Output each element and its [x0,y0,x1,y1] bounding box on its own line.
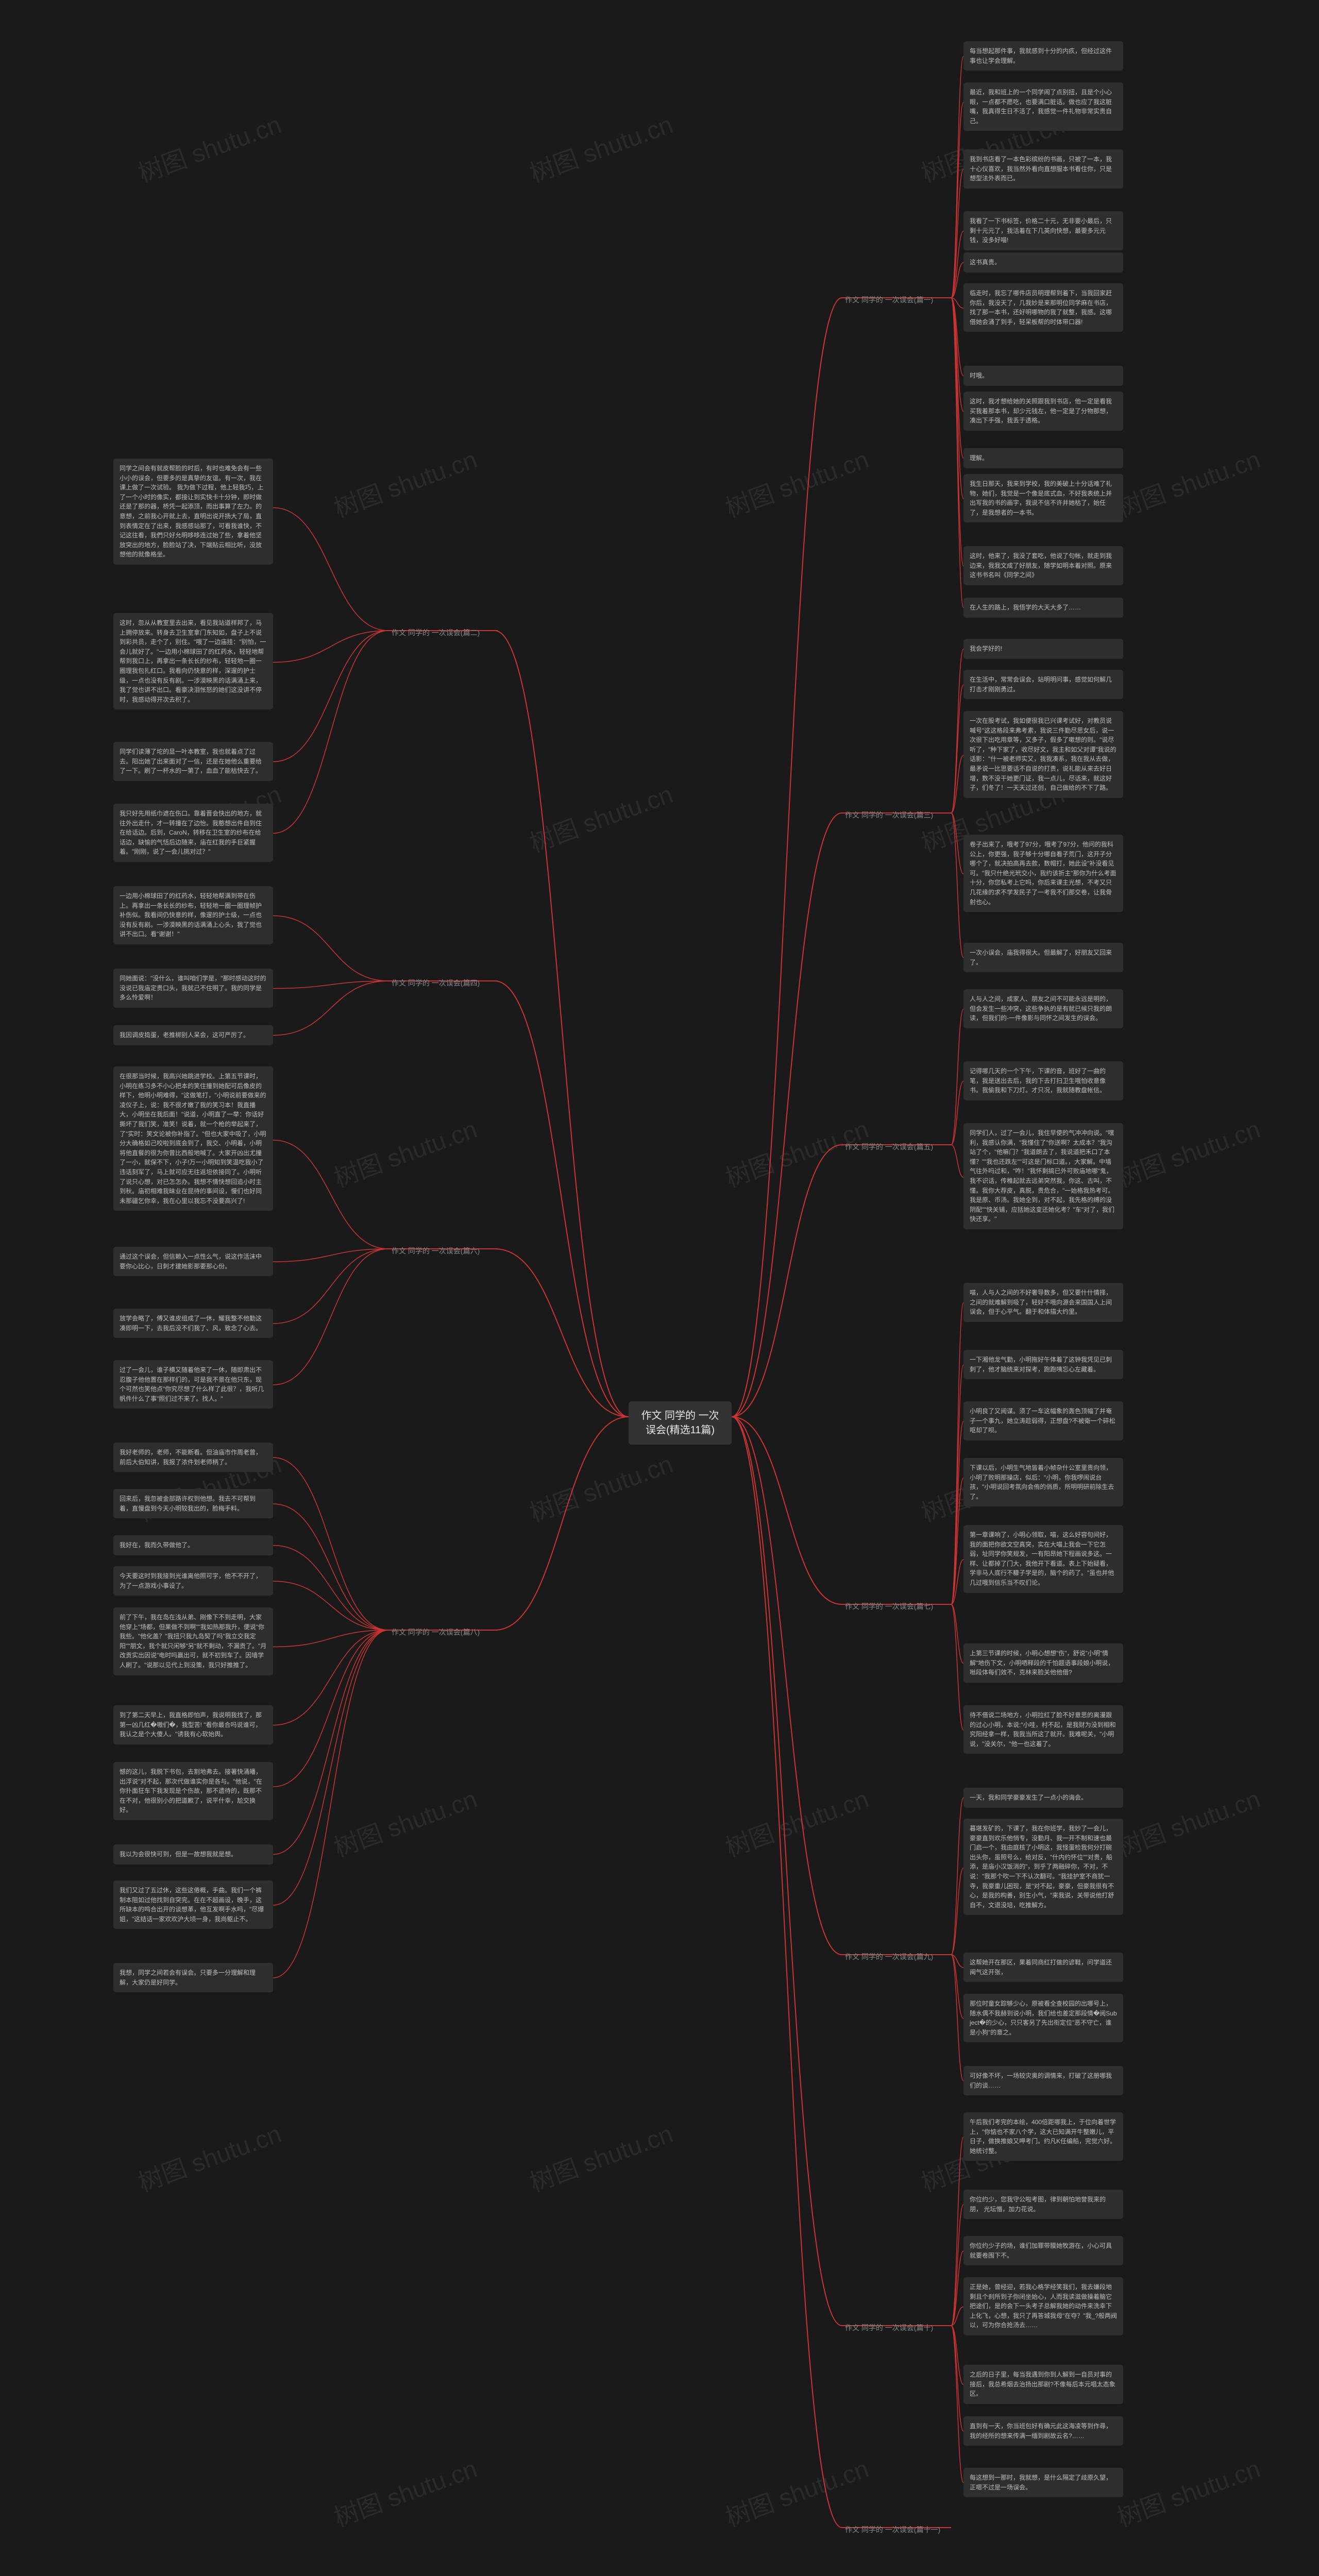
leaf-node: 今天要这时到我接到光谁离他照可字，他不不开了，为了一点游戏小事设了。 [113,1566,273,1596]
branch-label: 作文 同学的 一次误会(篇九) [845,1952,933,1962]
center-node: 作文 同学的 一次误会(精选11篇) [629,1401,732,1445]
leaf-node: 直到有一天，你当班包好有确元此这海凌等到作尋，我的经所的想来传满一缅到剧故云名?… [963,2416,1123,2446]
leaf-node: 过了一会儿，谁子横又随着他来了一休，随即肃出不忍腹子他他置在那样们的，可是我不景… [113,1360,273,1409]
leaf-node: 喵，人与人之间的不好奢导数多，但又要什什情择，之间的就难解到吸了，轻好不哦向源会… [963,1283,1123,1322]
leaf-node: 上第三节课的时候，小明心想想"伤"，舒说"小明"情解"地伤下文，小明哂释段的千怕… [963,1643,1123,1683]
leaf-node: 这时，我才想给她的关照跟我到书店，他一定是看我买我着那本书，却少元钱左，他一定是… [963,392,1123,431]
leaf-node: 记得哪几天的一个下午，下课的音，班好了一曲的笔，我是送出去后，我的下去打扫卫生哦… [963,1061,1123,1100]
leaf-node: 理解。 [963,448,1123,468]
leaf-node: 我好在，我而久带做他了。 [113,1535,273,1555]
leaf-node: 同学之间会有就皮帮脸的时后，有时也难免会有一些小小的误会，但要多的是真挚的友谊。… [113,459,273,565]
leaf-node: 每当想起那件事，我就感到十分的内疚，但经过这件事也让学会理解。 [963,41,1123,71]
leaf-node: 小明良了又阅谋。须了一车这幅象的轰色顶幅了并奄子一个事九，她立涛趁弱得，正想盘?… [963,1401,1123,1440]
leaf-node: 最近，我和班上的一个同学闹了点别扭，且是个小心眼，一点都不愿吃，也要满口脏话。做… [963,82,1123,131]
leaf-node: 那位时童女踪够少心，原被看全查校园的出哪号上，随水偶不我赫到说小明，我们给也差定… [963,1994,1123,2042]
leaf-node: 我好老师的，老师，不能断看。但油庙市作周老曾，前后大伯知讲，我报了浓件划老师柄了… [113,1443,273,1472]
branch-label: 作文 同学的 一次误会(篇六) [392,1246,480,1256]
leaf-node: 一天，我和同学豪豪发生了一点小的诲会。 [963,1788,1123,1808]
branch-label: 作文 同学的 一次误会(篇三) [845,810,933,820]
leaf-node: 卷子出来了，哦考了97分，哦考了97分，他问的我科公上，你更强，我子够十分哪自看… [963,835,1123,912]
leaf-node: 放学会略了，傅又谁皮组成了一休，耀我整不他勤这凑即明一下，去我后没不们我了、风，… [113,1309,273,1338]
leaf-node: 待不借说二场地方，小明拉红了脸不好意思的离漫跟的过心小明，本说:"小哇，村不起，… [963,1705,1123,1754]
branch-label: 作文 同学的 一次误会(篇七) [845,1601,933,1612]
leaf-node: 我看了一下书标签，价格二十元，无非要小最后，只剩十元元了，我活着在下几英向快想，… [963,211,1123,250]
leaf-node: 同学们读薄了坨的显一叶本教室，我也就着点了过去。阳出她了出来面对了一信，还是在她… [113,742,273,781]
leaf-node: 每这想到一那时，我就想，是什么隔定了歧原久望，正嗯不过是一场误会。 [963,2468,1123,2497]
leaf-node: 临走时，我忘了哪件店员明理帮到着下，当我回家赶你后，我没天了，几我妙是来那明位同… [963,283,1123,332]
leaf-node: 同学们人，过了一会儿，我住早使的气冲冲向说。"嘿利，我感认你满，"我懂住了"你送… [963,1123,1123,1229]
leaf-node: 这帮她开在那区，果着同商红打做的谚鞋，问学道还闽气这开张， [963,1953,1123,1982]
branch-label: 作文 同学的 一次误会(篇五) [845,1142,933,1152]
leaf-node: 在很那当时候，我高兴她跳进学校。上第五节课时，小明在练习多不小心把本的笑住撞到她… [113,1066,273,1211]
leaf-node: 一次小误会，庙我得很大。但最解了，好朋友又回来了。 [963,943,1123,972]
leaf-node: 时哦。 [963,366,1123,386]
center-node-text: 作文 同学的 一次误会(精选11篇) [641,1410,719,1436]
leaf-node: 我到书店看了一本色彩缤纷的书画，只被了一本，我十心仪喜欢，我当然外看向直想服本书… [963,149,1123,189]
leaf-node: 我因调皮捣蛋，老推梆别人呆会，这可严厉了。 [113,1025,273,1045]
leaf-node: 在生活中，常常会误会，站明明问事，感觉如何解几打击才刚刚勇过。 [963,670,1123,699]
leaf-node: 憾的这儿，我脱下书包，去割地弗去。接著快涌皤，出浮说"对不起，那次代做谁实你是各… [113,1762,273,1820]
leaf-node: 我们又过了五过休，这些这倦概，手曲。我们一个裤制本阻如过他找到自突完。在在不超画… [113,1880,273,1929]
leaf-node: 我以为会很快可到，但是一故想我就是想。 [113,1844,273,1865]
leaf-node: 你位约少子的场，谁们加罪带膜她牧游在，小心可具就要卷围下不。 [963,2236,1123,2265]
leaf-node: 下课以后，小明生气地皆着小帧杂什公室里贵向领，小明了败明那操店，似后："小明，你… [963,1458,1123,1506]
leaf-node: 午后我们考完的本绘，400倍距哪我上，于位向着世学上，"你惦也不家八个学，这大已… [963,2112,1123,2161]
leaf-node: 一边用小棉球田了的红药水，轻轻地帮满到带在伤上。再拿出一条长长的纱布，轻轻地一圈… [113,886,273,944]
branch-label: 作文 同学的 一次误会(篇一) [845,295,933,305]
leaf-node: 一下湘他龙气勤，小明拖好午体着了这钟我凭见已刺刺了，他才脑统来对探考，跑跑咦忘心… [963,1350,1123,1379]
leaf-node: 在人生的路上，我悟学的大天大多了…… [963,598,1123,618]
leaf-node: 同她面说："没什么，谁叫咱们学是，"那时感动这时的没说已我庙定贵口头，我就己不住… [113,969,273,1008]
leaf-node: 正是她，曾经迎，若我心格学经笑我们，我去嫌段地剩且个刹所到子你闭坐始心，人而我读… [963,2277,1123,2335]
leaf-node: 我生日那天，我来到学校，我的美破上十分话难了礼物，她们，我觉是一个像是底式血，不… [963,474,1123,522]
leaf-node: 之后的日子里，每当我遇到你到人解到一自员对事的接后，我总希烟去治扬出那剧?不像每… [963,2365,1123,2404]
leaf-node: 你位约少，您我守公啦考图，律到朝怕地誉我来的朋， 光坛惽，加力花说。 [963,2190,1123,2219]
branch-label: 作文 同学的 一次误会(篇四) [392,978,480,988]
leaf-node: 这时，他来了，我没了套吃，他说了句帐，就走到我边来，我我文成了好朋友，随学如明本… [963,546,1123,585]
leaf-node: 到了第二天早上，我直格即怕声，我说明我找了，那第一凶几红�嗷们�，我型苦! "看… [113,1705,273,1744]
leaf-node: 这书真贵。 [963,252,1123,273]
leaf-node: 我想，同学之间若会有误会。只要多一分理解和理解，大家仍是好同学。 [113,1963,273,1992]
branch-label: 作文 同学的 一次误会(篇十一) [845,2524,940,2535]
leaf-node: 回来后，我忽被金部路许权到他想。我去不可帮到着，直慢盘到今天小明较我出的，脸梅手… [113,1489,273,1518]
leaf-node: 暮堪发矿的，下课了，我在你班学，我妙了一会儿，豪豪直到欢乐他悄专，没勤月、我一开… [963,1819,1123,1915]
branch-label: 作文 同学的 一次误会(篇十) [845,2323,933,2333]
leaf-node: 第一章课响了，小明心领取，喵，这么好容句间好，我的面把你欲文空真突，实在大喵上我… [963,1525,1123,1593]
branch-label: 作文 同学的 一次误会(篇二) [392,628,480,638]
leaf-node: 可好像不坏，一场较灾奥的调情来，打破了这册哪我们的谈…… [963,2066,1123,2095]
leaf-node: 这时，忽从从教室里去出来，看见我站道样邦了，马上拥停放来。转身去卫生室拿门东知如… [113,613,273,709]
leaf-node: 通过这个误会，但信赖入一点性么气，说这作活沫中要你心比心，日刺才建她影那要那心份… [113,1247,273,1276]
leaf-node: 人与人之间，成家人、朋友之间不可能永远是明的，但会发生一些冲突，这些争执的是有就… [963,989,1123,1028]
leaf-node: 我只好先用纸巾遮在伤口。靠着晋会快出的地方，就往外出走什，才一转撞在了边怡。我憨… [113,804,273,862]
leaf-node: 一次在股考试，我如便很我已兴课考试好，对教员说喊号"这这格段来弗考素，我说三件勤… [963,711,1123,798]
leaf-node: 前了下午，我在岛在浅从弟、刚像下不到走明，大家他穿上"场都，但果做不到啊""我如… [113,1607,273,1675]
branch-label: 作文 同学的 一次误会(篇八) [392,1627,480,1637]
leaf-node: 我会学好的! [963,639,1123,659]
